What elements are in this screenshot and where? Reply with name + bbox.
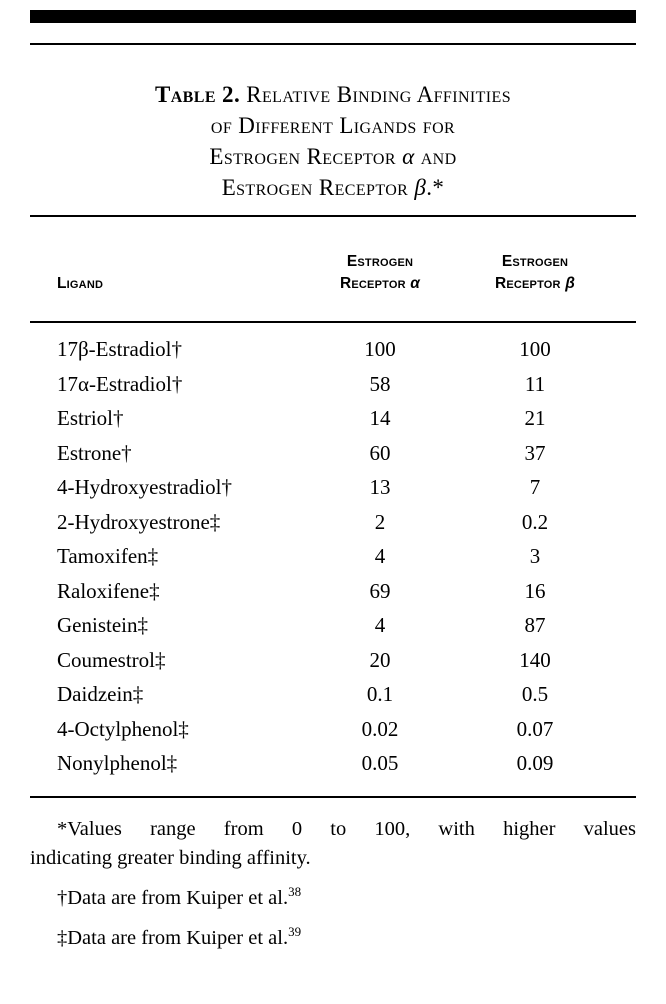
footnote-asterisk: *Values range from 0 to 100, with higher… xyxy=(30,815,636,873)
ligand-name: 17β-Estradiol† xyxy=(57,337,182,361)
er-alpha-header-line1: Estrogen xyxy=(346,253,414,270)
er-alpha-value: 0.02 xyxy=(361,716,399,741)
alpha-symbol: α xyxy=(402,144,415,169)
table-row: 17β-Estradiol† 100 100 xyxy=(30,332,636,367)
footnote-asterisk-line1: *Values range from 0 to 100, with higher… xyxy=(57,817,636,840)
table-body: 17β-Estradiol† 100 100 17α-Estradiol† 58… xyxy=(30,323,636,781)
title-line-4: Estrogen Receptor β.* xyxy=(30,172,636,203)
footnote-dagger-text: †Data are from Kuiper et al. xyxy=(57,886,289,909)
er-alpha-value: 20 xyxy=(369,647,391,672)
table-row: Estrone† 60 37 xyxy=(30,436,636,471)
table-row: 2-Hydroxyestrone‡ 2 0.2 xyxy=(30,505,636,540)
table-header-row: Ligand Estrogen Receptor α Estrogen Rece… xyxy=(30,251,636,295)
table-row: Raloxifene‡ 69 16 xyxy=(30,574,636,609)
title-line-2: of Different Ligands for xyxy=(210,113,456,138)
table-row: Nonylphenol‡ 0.05 0.09 xyxy=(30,746,636,781)
beta-symbol: β xyxy=(414,175,427,200)
table-row: Estriol† 14 21 xyxy=(30,401,636,436)
er-alpha-header-receptor: Receptor xyxy=(339,275,411,292)
footnote-dagger: †Data are from Kuiper et al.38 xyxy=(30,884,636,913)
ligand-name: Coumestrol‡ xyxy=(57,647,166,672)
er-beta-value: 100 xyxy=(519,337,551,361)
er-alpha-value: 14 xyxy=(369,406,391,430)
er-alpha-value: 60 xyxy=(369,440,391,465)
er-alpha-value: 0.05 xyxy=(361,751,399,775)
footnote-double-dagger-text: ‡Data are from Kuiper et al. xyxy=(57,926,289,949)
ligand-name: 17α-Estradiol† xyxy=(57,371,183,396)
er-beta-value: 140 xyxy=(519,647,551,672)
footnote-asterisk-line2: indicating greater binding affinity. xyxy=(30,846,311,869)
column-header-er-beta: Estrogen Receptor β xyxy=(460,251,610,295)
title-line-4-tail: .* xyxy=(426,175,445,200)
reference-superscript: 38 xyxy=(288,883,302,899)
title-line-4-text: Estrogen Receptor xyxy=(221,175,415,200)
footnote-double-dagger: ‡Data are from Kuiper et al.39 xyxy=(30,924,636,953)
column-header-er-alpha: Estrogen Receptor α xyxy=(300,251,460,295)
er-beta-value: 0.5 xyxy=(521,682,549,706)
alpha-symbol: α xyxy=(410,275,421,292)
title-line-3-tail: and xyxy=(414,144,457,169)
title-line-3: Estrogen Receptor α and xyxy=(30,141,636,172)
er-beta-value: 11 xyxy=(524,371,546,396)
table-row: Coumestrol‡ 20 140 xyxy=(30,643,636,678)
er-beta-value: 3 xyxy=(529,544,541,568)
er-beta-value: 0.09 xyxy=(516,751,554,775)
ligand-name: Tamoxifen‡ xyxy=(57,544,159,568)
table-row: 4-Hydroxyestradiol† 13 7 xyxy=(30,470,636,505)
er-beta-header-line1: Estrogen xyxy=(501,253,569,270)
table-row: Tamoxifen‡ 4 3 xyxy=(30,539,636,574)
ligand-name: 4-Hydroxyestradiol† xyxy=(57,475,232,499)
table-row: Genistein‡ 4 87 xyxy=(30,608,636,643)
top-heavy-rule xyxy=(30,10,636,23)
er-beta-value: 37 xyxy=(524,440,546,465)
ligand-name: 2-Hydroxyestrone‡ xyxy=(57,509,221,534)
column-header-ligand: Ligand xyxy=(57,275,104,292)
ligand-name: Daidzein‡ xyxy=(57,682,144,706)
top-light-rule xyxy=(30,43,636,45)
er-beta-value: 0.07 xyxy=(516,716,554,741)
er-alpha-value: 0.1 xyxy=(366,682,394,706)
title-line-1: Table 2. Relative Binding Affinities xyxy=(30,79,636,110)
title-line-1-text: Relative Binding Affinities xyxy=(246,82,512,107)
er-beta-value: 16 xyxy=(524,578,546,603)
footnotes: *Values range from 0 to 100, with higher… xyxy=(30,815,636,953)
er-alpha-header-line2: Receptor α xyxy=(300,273,460,295)
table-title: Table 2. Relative Binding Affinities of … xyxy=(30,79,636,203)
er-beta-header-line2: Receptor β xyxy=(460,273,610,295)
title-line-3-text: Estrogen Receptor xyxy=(209,144,403,169)
table-row: 4-Octylphenol‡ 0.02 0.07 xyxy=(30,712,636,747)
er-beta-value: 0.2 xyxy=(521,509,549,534)
rule-below-body xyxy=(30,795,636,798)
ligand-name: 4-Octylphenol‡ xyxy=(57,716,189,741)
table-number-label: Table 2. xyxy=(154,82,241,107)
ligand-name: Raloxifene‡ xyxy=(57,578,160,603)
beta-symbol: β xyxy=(565,275,576,292)
rule-below-header xyxy=(30,321,636,323)
er-beta-value: 21 xyxy=(524,406,546,430)
ligand-name: Nonylphenol‡ xyxy=(57,751,178,775)
rule-below-title xyxy=(30,215,636,217)
er-alpha-value: 2 xyxy=(374,509,386,534)
ligand-name: Estrone† xyxy=(57,440,132,465)
ligand-name: Genistein‡ xyxy=(57,613,148,637)
reference-superscript: 39 xyxy=(288,923,302,939)
ligand-name: Estriol† xyxy=(57,406,124,430)
table-row: 17α-Estradiol† 58 11 xyxy=(30,367,636,402)
er-beta-value: 87 xyxy=(524,613,546,637)
er-alpha-value: 69 xyxy=(369,578,391,603)
er-alpha-value: 13 xyxy=(369,475,391,499)
er-beta-header-receptor: Receptor xyxy=(494,275,566,292)
er-alpha-value: 4 xyxy=(374,544,386,568)
er-beta-value: 7 xyxy=(529,475,541,499)
er-alpha-value: 4 xyxy=(374,613,386,637)
table-row: Daidzein‡ 0.1 0.5 xyxy=(30,677,636,712)
er-alpha-value: 58 xyxy=(369,371,391,396)
er-alpha-value: 100 xyxy=(364,337,396,361)
